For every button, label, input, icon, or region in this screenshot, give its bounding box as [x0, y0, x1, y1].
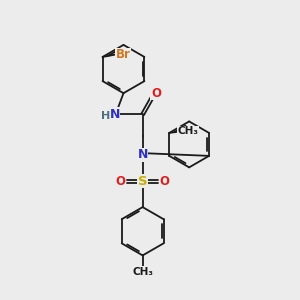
Text: H: H: [100, 111, 110, 121]
Text: N: N: [137, 148, 148, 161]
Text: CH₃: CH₃: [178, 126, 199, 136]
Text: O: O: [151, 87, 161, 100]
Text: S: S: [138, 175, 148, 188]
Text: Br: Br: [116, 48, 130, 61]
Text: CH₃: CH₃: [132, 267, 153, 277]
Text: O: O: [159, 175, 170, 188]
Text: N: N: [110, 108, 120, 121]
Text: O: O: [116, 175, 126, 188]
